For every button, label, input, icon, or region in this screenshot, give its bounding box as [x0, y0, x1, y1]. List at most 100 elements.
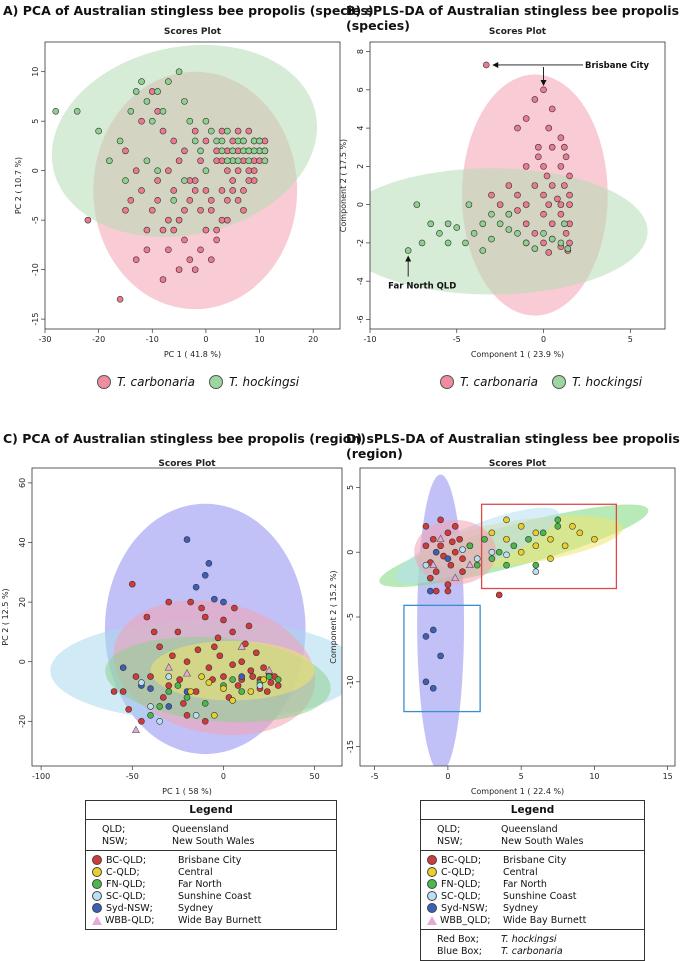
data-point [181, 98, 188, 105]
data-point [488, 555, 496, 562]
data-point [52, 107, 60, 115]
data-point [535, 143, 542, 151]
legend-name: Sydney [178, 902, 214, 914]
legend-row: Syd-NSW; Sydney [86, 902, 336, 914]
y-tick-label: 40 [18, 537, 27, 547]
y-tick-label: -15 [346, 740, 355, 753]
data-point [429, 684, 437, 692]
legend-name: Brisbane City [178, 854, 242, 866]
data-point [488, 235, 495, 243]
data-point [207, 127, 215, 135]
y-tick-label: 10 [31, 67, 40, 77]
legend-label-hockingsi: T. hockingsi [571, 375, 643, 389]
data-point [229, 147, 237, 155]
data-point [220, 673, 227, 680]
data-point [531, 245, 539, 252]
x-tick-label: -30 [38, 335, 51, 344]
legend-name: Queensland [501, 823, 558, 835]
data-point [453, 224, 461, 231]
data-point [240, 137, 247, 145]
data-point [531, 96, 539, 103]
data-point [198, 673, 205, 680]
data-point [274, 682, 282, 689]
data-point [213, 236, 220, 244]
data-point [540, 163, 547, 170]
x-axis-label: PC 1 ( 58 %) [162, 787, 212, 796]
data-point [517, 548, 525, 556]
data-point [561, 542, 569, 550]
data-point [186, 117, 194, 125]
legend-row: C-QLD; Central [86, 866, 336, 878]
legend-code: WBB_QLD; [440, 914, 491, 926]
data-point [245, 177, 253, 184]
data-point [229, 177, 237, 184]
data-point [240, 187, 247, 194]
legend-name: Wide Bay Burnett [178, 914, 262, 926]
data-point [138, 78, 145, 85]
legend-row: WBB-QLD; Wide Bay Burnett [86, 914, 336, 926]
data-point [540, 210, 547, 218]
y-tick-label: 0 [346, 550, 355, 555]
data-point [531, 230, 539, 237]
data-point [505, 226, 513, 233]
data-point [156, 703, 163, 710]
plot-area [51, 44, 318, 310]
y-tick-label: 5 [31, 119, 40, 124]
data-point [170, 137, 178, 145]
data-point [451, 523, 459, 530]
data-point [495, 591, 503, 599]
y-tick-label: 8 [356, 49, 365, 54]
legend-abbreviations: QLD; Queensland NSW; New South Wales [86, 820, 336, 851]
data-point [122, 177, 129, 184]
data-point [274, 676, 282, 683]
panel-b-legend: T. carbonaria T. hockingsi [440, 375, 642, 389]
annotation-arrowhead [405, 255, 412, 262]
marker-c-icon [92, 867, 102, 877]
legend-row: BC-QLD; Brisbane City [421, 854, 644, 866]
data-point [122, 147, 129, 155]
x-tick-label: -10 [146, 335, 159, 344]
data-point [261, 157, 269, 165]
data-point [566, 201, 573, 208]
legend-dot-hockingsi [551, 375, 566, 389]
legend-row: C-QLD; Central [421, 866, 644, 878]
data-point [449, 538, 456, 546]
x-tick-label: -50 [126, 772, 139, 781]
data-point [132, 256, 140, 264]
data-point [159, 127, 167, 135]
data-point [183, 658, 191, 666]
data-point [138, 187, 145, 194]
data-point [143, 98, 151, 105]
data-point [245, 157, 253, 165]
data-point [207, 206, 215, 214]
data-point [444, 529, 452, 537]
data-point [231, 604, 238, 612]
data-point [229, 628, 236, 636]
data-point [432, 548, 440, 556]
marker-syd-icon [92, 903, 102, 913]
data-point [557, 134, 565, 141]
data-point [211, 643, 218, 651]
data-point [154, 197, 161, 204]
data-point [237, 642, 246, 650]
data-point [138, 117, 145, 125]
data-point [116, 296, 124, 303]
legend-code: Syd-NSW; [106, 902, 153, 914]
plot-frame [31, 467, 343, 767]
legend-name: Sunshine Coast [178, 890, 252, 902]
data-point [106, 157, 113, 165]
confidence-ellipse [370, 168, 648, 295]
data-point [119, 688, 127, 695]
data-point [256, 682, 264, 689]
confidence-ellipse [150, 640, 315, 701]
legend-code: QLD; [437, 823, 461, 835]
data-point [205, 664, 213, 671]
highlight-box [403, 604, 481, 713]
data-point [566, 191, 573, 199]
x-tick-label: -100 [32, 772, 50, 781]
data-point [554, 516, 562, 524]
data-point [201, 717, 209, 725]
data-point [170, 226, 178, 234]
data-point [165, 673, 173, 680]
